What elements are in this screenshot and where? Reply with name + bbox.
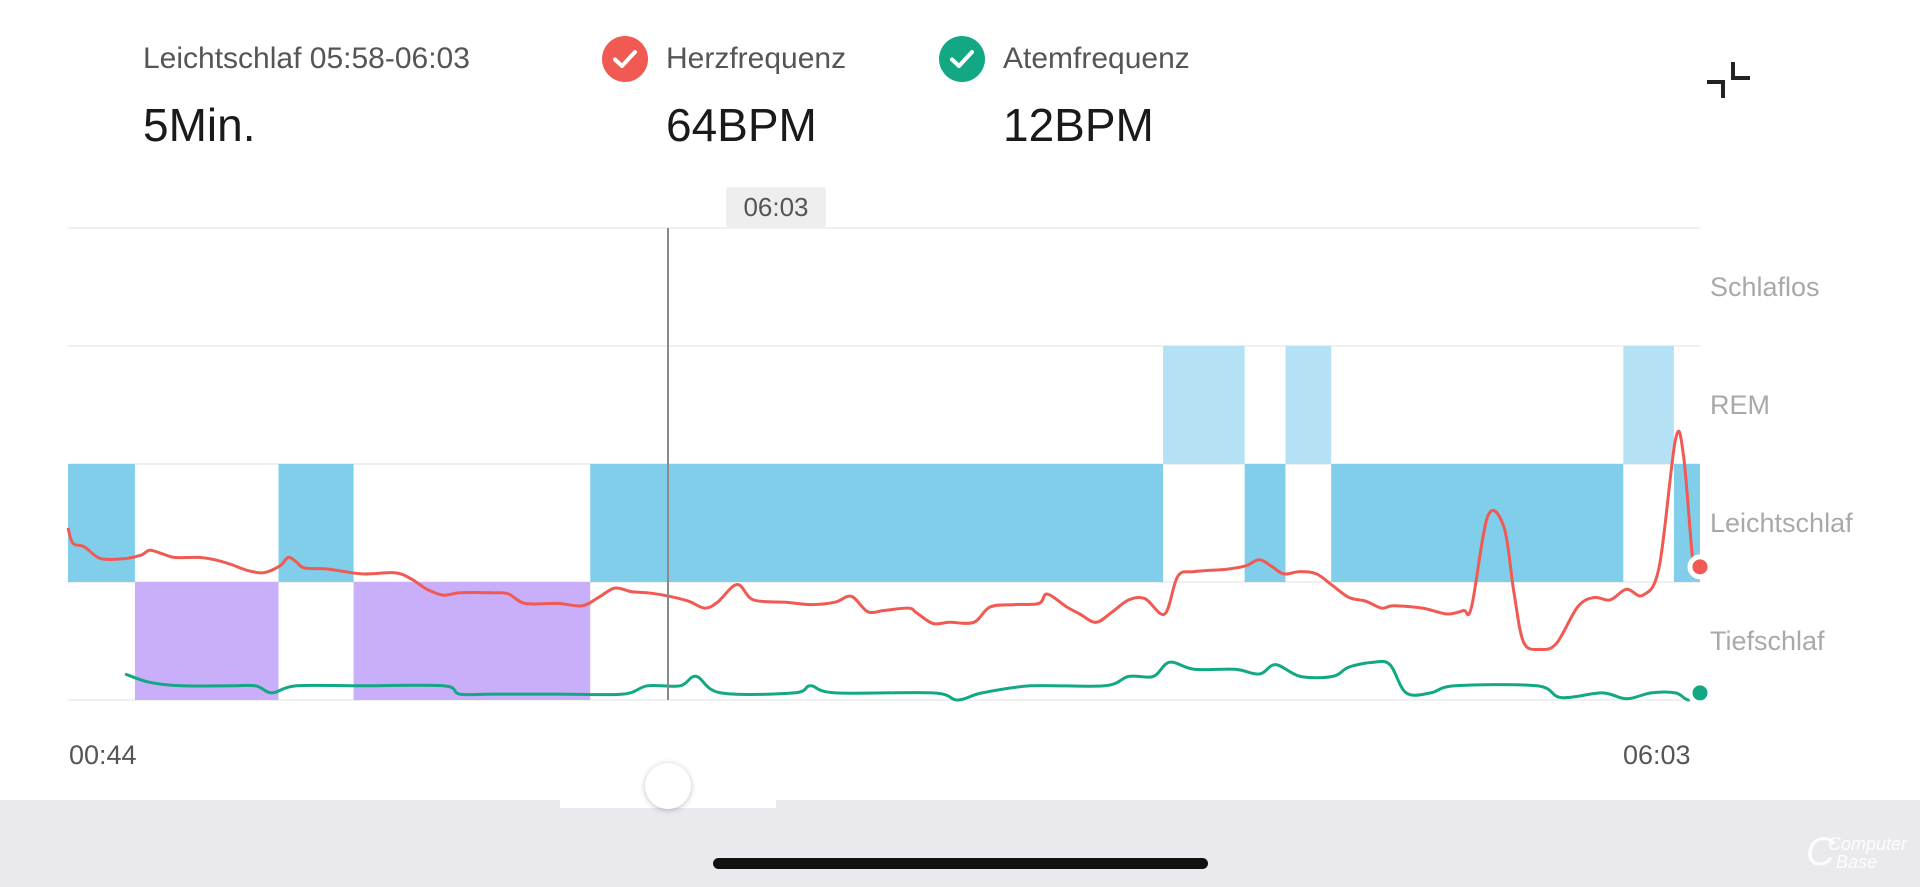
stage-bar-leichtschlaf	[68, 464, 135, 582]
stage-bar-leichtschlaf	[278, 464, 354, 582]
computerbase-watermark: C Computer Base	[1806, 830, 1908, 874]
selected-stage-duration: 5Min.	[143, 99, 256, 151]
heart-rate-label[interactable]: Herzfrequenz	[666, 42, 847, 75]
home-indicator[interactable]	[713, 858, 1208, 869]
stage-label-tiefschlaf: Tiefschlaf	[1710, 626, 1825, 656]
breathing-rate-end-dot	[1687, 680, 1713, 706]
sleep-chart	[66, 227, 1713, 706]
heart-rate-value: 64BPM	[666, 99, 817, 151]
breathing-rate-toggle-check-icon[interactable]	[939, 36, 985, 82]
breathing-rate-line	[124, 659, 1701, 702]
stage-label-leichtschlaf: Leichtschlaf	[1710, 508, 1853, 538]
stage-label-rem: REM	[1710, 390, 1770, 420]
stage-bar-leichtschlaf	[590, 464, 1164, 582]
breathing-rate-label[interactable]: Atemfrequenz	[1003, 42, 1190, 75]
breathing-rate-value: 12BPM	[1003, 99, 1154, 151]
bottom-bar	[0, 800, 1920, 887]
stage-bar-rem	[1623, 346, 1674, 464]
heart-rate-end-dot	[1687, 554, 1713, 580]
heart-rate-toggle-check-icon[interactable]	[602, 36, 648, 82]
collapse-arrows-icon[interactable]	[1704, 56, 1754, 106]
cursor-time-label: 06:03	[726, 187, 826, 227]
stage-bar-rem	[1163, 346, 1245, 464]
summary-header: Leichtschlaf 05:58-06:03 5Min. Herzfrequ…	[0, 0, 1920, 170]
x-axis-start-label: 00:44	[69, 740, 137, 770]
heart-rate-line	[66, 429, 1702, 652]
chart-series	[66, 429, 1713, 706]
stage-bar-rem	[1285, 346, 1332, 464]
stage-bar-tiefschlaf	[134, 582, 279, 700]
selected-stage-label: Leichtschlaf 05:58-06:03	[143, 42, 470, 75]
stage-label-schlaflos: Schlaflos	[1710, 272, 1820, 302]
x-axis-end-label: 06:03	[1623, 740, 1691, 770]
stage-bar-tiefschlaf	[353, 582, 591, 700]
hypnogram	[68, 346, 1700, 700]
stage-bar-leichtschlaf	[1331, 464, 1624, 582]
timeline-slider-handle[interactable]	[645, 763, 691, 809]
